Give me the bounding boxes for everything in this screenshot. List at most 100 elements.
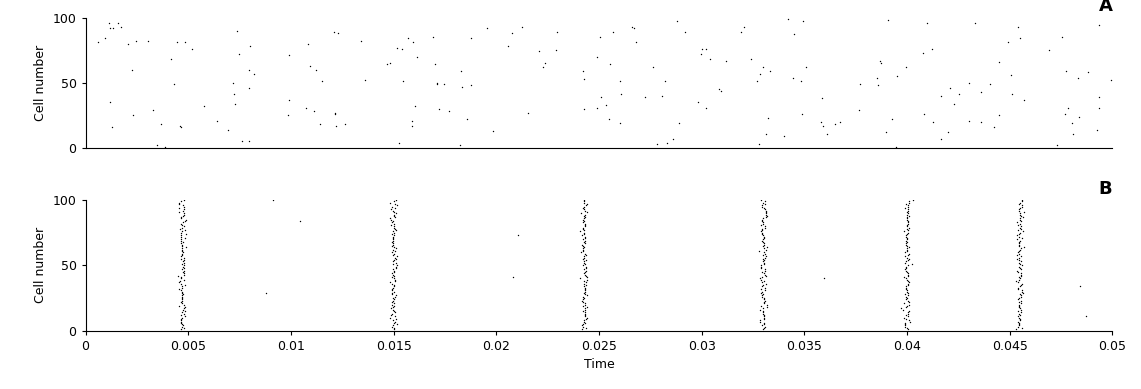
Point (897, 283, 915, 289)
Point (175, 210, 193, 216)
Point (574, 217, 592, 223)
Point (755, 251, 774, 257)
Point (173, 321, 192, 327)
Point (577, 264, 596, 270)
Point (575, 270, 593, 276)
Point (1014, 244, 1033, 250)
Point (735, 23, 753, 30)
Point (170, 201, 188, 207)
Point (899, 213, 917, 219)
Point (386, 283, 404, 289)
Point (1011, 200, 1029, 206)
Point (356, 77, 374, 83)
Point (458, 116, 476, 123)
Point (899, 219, 917, 226)
Point (897, 258, 915, 265)
Point (219, 126, 237, 133)
Point (753, 230, 771, 236)
Point (989, 112, 1008, 119)
Point (1008, 236, 1026, 242)
Point (754, 305, 772, 312)
Point (898, 206, 916, 212)
Point (899, 301, 917, 308)
Point (899, 308, 917, 314)
Point (1013, 262, 1031, 268)
Point (898, 269, 916, 275)
Point (577, 252, 596, 258)
Point (383, 247, 402, 253)
Point (751, 319, 769, 325)
Point (1010, 222, 1028, 228)
Point (172, 261, 191, 267)
Point (170, 209, 188, 215)
Point (381, 312, 399, 318)
Point (898, 209, 916, 215)
Point (89, 39, 107, 46)
Point (172, 253, 191, 259)
Point (898, 247, 916, 253)
Point (1009, 249, 1027, 256)
Point (108, 19, 127, 26)
Point (899, 227, 917, 233)
Point (899, 262, 917, 268)
Point (172, 317, 191, 323)
Point (575, 295, 593, 301)
Point (1012, 218, 1030, 224)
Point (387, 227, 405, 233)
Point (755, 205, 774, 211)
Point (899, 230, 917, 236)
Point (462, 35, 480, 42)
Point (233, 138, 251, 145)
Point (1079, 69, 1098, 75)
Point (385, 269, 403, 275)
Point (1011, 275, 1029, 282)
Point (576, 269, 594, 275)
Point (751, 317, 769, 323)
Point (1011, 258, 1029, 265)
Point (576, 202, 594, 209)
Point (574, 303, 592, 309)
Point (383, 233, 402, 240)
Point (702, 56, 720, 62)
Point (172, 288, 191, 294)
Point (435, 81, 453, 87)
Point (208, 117, 226, 124)
Point (388, 321, 406, 327)
Point (536, 60, 555, 66)
Point (867, 74, 885, 81)
Point (172, 290, 191, 296)
Point (386, 268, 404, 274)
Point (386, 251, 404, 257)
Point (574, 236, 592, 242)
Point (752, 286, 770, 292)
Point (389, 140, 407, 146)
Point (576, 291, 594, 297)
Point (383, 310, 402, 317)
Point (573, 326, 591, 333)
Point (753, 202, 771, 209)
Point (1013, 197, 1031, 203)
Point (96, 35, 114, 42)
Point (382, 301, 400, 308)
Point (892, 305, 911, 312)
Point (280, 96, 298, 103)
Point (385, 257, 403, 263)
Point (1000, 39, 1018, 46)
Point (576, 214, 594, 220)
Point (403, 117, 421, 124)
Point (176, 197, 194, 203)
Point (451, 142, 469, 149)
Point (899, 257, 917, 263)
Point (240, 85, 258, 91)
Point (960, 80, 978, 86)
Point (1011, 247, 1029, 253)
Point (758, 213, 776, 219)
Point (986, 124, 1004, 130)
Point (575, 261, 593, 267)
Point (785, 32, 803, 38)
Point (171, 123, 189, 129)
Point (752, 283, 770, 289)
Point (753, 238, 771, 244)
Point (452, 68, 470, 74)
Point (576, 251, 594, 257)
